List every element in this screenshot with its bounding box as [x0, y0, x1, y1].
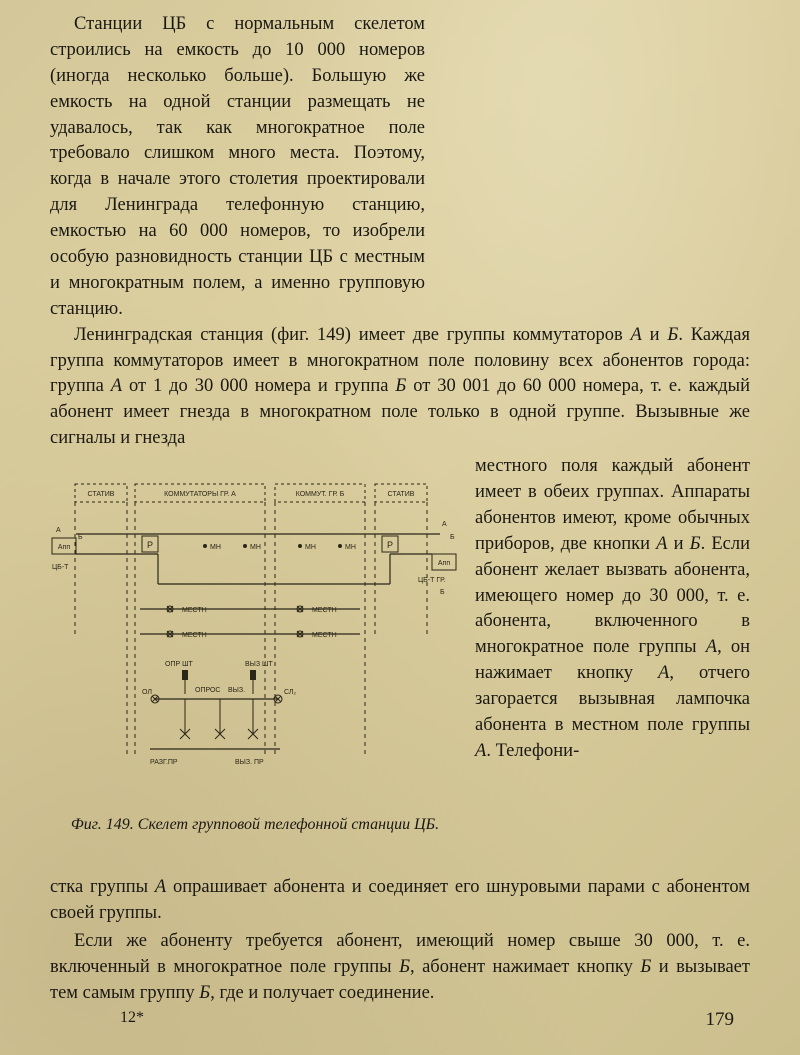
letter-a: А — [111, 376, 122, 396]
pw-f: . Телефони- — [486, 741, 579, 761]
para2-part-a: Ленинградская станция (фиг. 149) имеет д… — [74, 325, 631, 345]
letter-b: Б — [690, 534, 701, 554]
letter-b: Б — [395, 376, 406, 396]
p3-a: стка группы — [50, 877, 155, 897]
para2-part-d: от 1 до 30 000 номера и группа — [122, 376, 395, 396]
p4-b: , абонент нажимает кнопку — [410, 957, 640, 977]
paragraph-wrap: местного поля каждый абонент имеет в обе… — [50, 454, 750, 765]
page-number: 179 — [706, 1009, 735, 1031]
footer-signature: 12* — [120, 1009, 144, 1031]
paragraph-3: стка группы А опрашивает абонента и соед… — [50, 875, 750, 927]
page-footer: 12* 179 — [0, 1009, 800, 1031]
letter-a: А — [631, 325, 642, 345]
paragraph-2: Ленинградская станция (фиг. 149) имеет д… — [50, 323, 750, 452]
paragraph-4: Если же абоненту требуется абонент, имею… — [50, 929, 750, 1007]
letter-b: Б — [399, 957, 410, 977]
letter-a: А — [658, 663, 669, 683]
figure-text-wrap: СТАТИВ КОММУТАТОРЫ ГР. А КОММУТ. ГР. Б С… — [50, 454, 750, 765]
letter-a: А — [155, 877, 166, 897]
letter-a: А — [656, 534, 667, 554]
p4-d: , где и получает соединение. — [210, 983, 434, 1003]
letter-b: Б — [667, 325, 678, 345]
pw-b: и — [667, 534, 689, 554]
letter-b: Б — [199, 983, 210, 1003]
paragraph-1: Станции ЦБ с нормальным скелетом строили… — [50, 12, 425, 323]
letter-b: Б — [640, 957, 651, 977]
letter-a: А — [706, 637, 717, 657]
letter-a: А — [475, 741, 486, 761]
figure-caption: Фиг. 149. Скелет групповой телефонной ст… — [50, 816, 460, 834]
para2-part-b: и — [642, 325, 668, 345]
